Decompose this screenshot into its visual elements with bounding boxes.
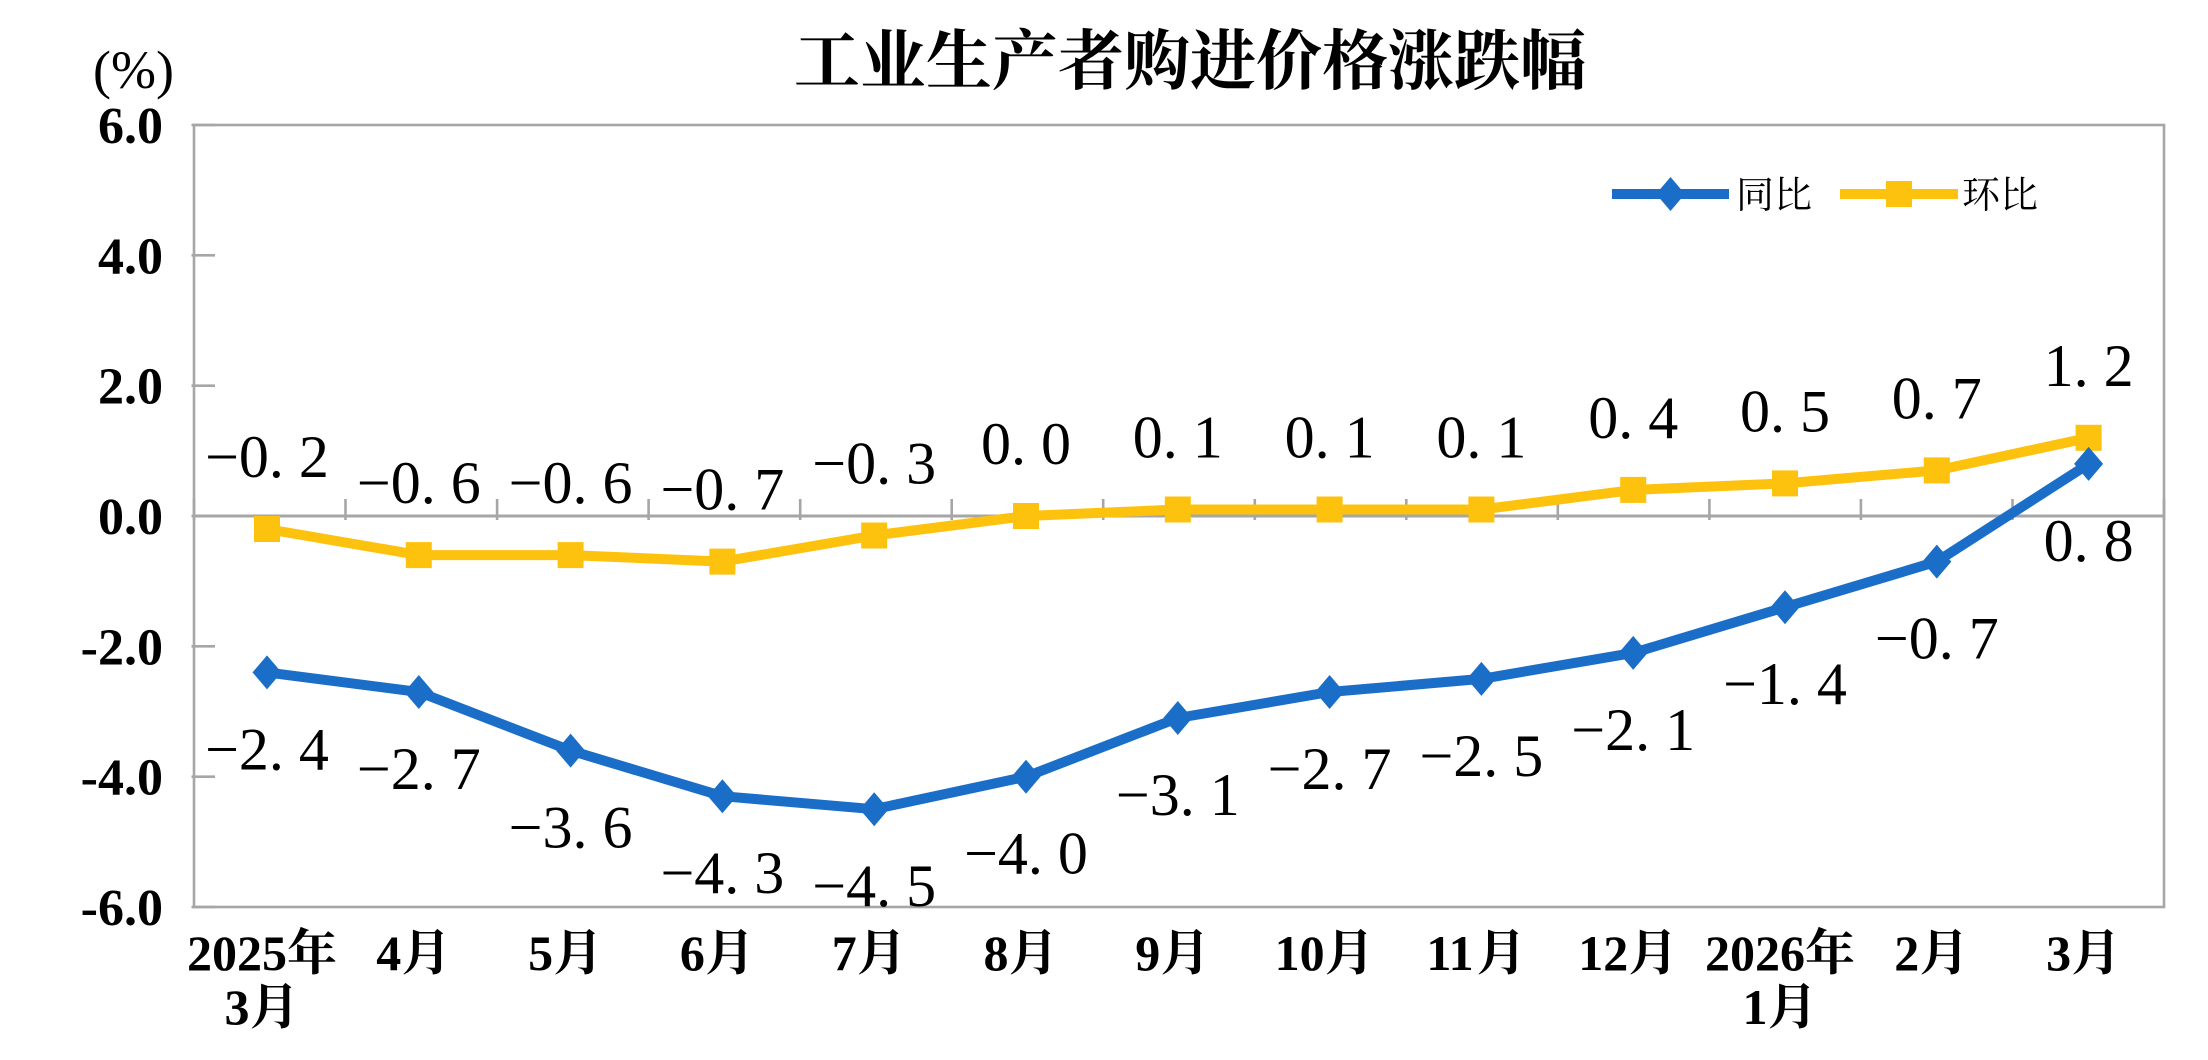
svg-text:−2. 7: −2. 7	[1268, 736, 1392, 802]
svg-text:0. 1: 0. 1	[1133, 405, 1223, 471]
svg-text:0. 1: 0. 1	[1436, 405, 1526, 471]
svg-text:3: 3	[2046, 925, 2071, 981]
svg-text:−1. 4: −1. 4	[1723, 651, 1847, 717]
svg-text:−0. 2: −0. 2	[205, 424, 329, 490]
svg-text:6.0: 6.0	[98, 98, 163, 155]
svg-text:−4. 3: −4. 3	[660, 840, 784, 906]
svg-text:12: 12	[1578, 925, 1628, 981]
svg-text:4: 4	[376, 925, 401, 981]
svg-text:7: 7	[832, 925, 857, 981]
svg-text:3: 3	[225, 979, 250, 1035]
svg-text:−0. 7: −0. 7	[1875, 606, 1999, 672]
svg-text:−0. 3: −0. 3	[812, 431, 936, 497]
svg-text:−2. 1: −2. 1	[1571, 697, 1695, 763]
svg-text:2026: 2026	[1705, 925, 1805, 981]
svg-text:11: 11	[1426, 925, 1473, 981]
svg-text:-6.0: -6.0	[81, 880, 163, 937]
svg-text:-2.0: -2.0	[81, 619, 163, 676]
svg-text:4.0: 4.0	[98, 228, 163, 285]
svg-text:-4.0: -4.0	[81, 750, 163, 807]
svg-text:−0. 6: −0. 6	[357, 450, 481, 516]
svg-text:−2. 4: −2. 4	[205, 716, 329, 782]
svg-text:9: 9	[1135, 925, 1160, 981]
svg-text:8: 8	[984, 925, 1009, 981]
svg-text:−0. 7: −0. 7	[660, 457, 784, 523]
svg-text:1: 1	[1743, 979, 1768, 1035]
svg-text:−2. 5: −2. 5	[1419, 723, 1543, 789]
svg-text:0. 8: 0. 8	[2044, 508, 2134, 574]
svg-text:−3. 1: −3. 1	[1116, 762, 1240, 828]
svg-text:0. 5: 0. 5	[1740, 378, 1830, 444]
svg-text:1. 2: 1. 2	[2044, 333, 2134, 399]
svg-text:0. 4: 0. 4	[1588, 385, 1678, 451]
svg-text:(%): (%)	[93, 40, 174, 100]
svg-text:0. 1: 0. 1	[1285, 405, 1375, 471]
svg-text:0.0: 0.0	[98, 489, 163, 546]
svg-text:−4. 0: −4. 0	[964, 821, 1088, 887]
svg-text:2: 2	[1894, 925, 1919, 981]
svg-text:−4. 5: −4. 5	[812, 853, 936, 919]
svg-text:−0. 6: −0. 6	[509, 450, 633, 516]
svg-text:−2. 7: −2. 7	[357, 736, 481, 802]
svg-text:6: 6	[680, 925, 705, 981]
svg-text:0. 7: 0. 7	[1892, 365, 1982, 431]
svg-text:0. 0: 0. 0	[981, 411, 1071, 477]
svg-text:−3. 6: −3. 6	[509, 795, 633, 861]
svg-text:2.0: 2.0	[98, 359, 163, 416]
svg-text:5: 5	[528, 925, 553, 981]
svg-text:10: 10	[1275, 925, 1325, 981]
svg-text:2025: 2025	[187, 925, 287, 981]
